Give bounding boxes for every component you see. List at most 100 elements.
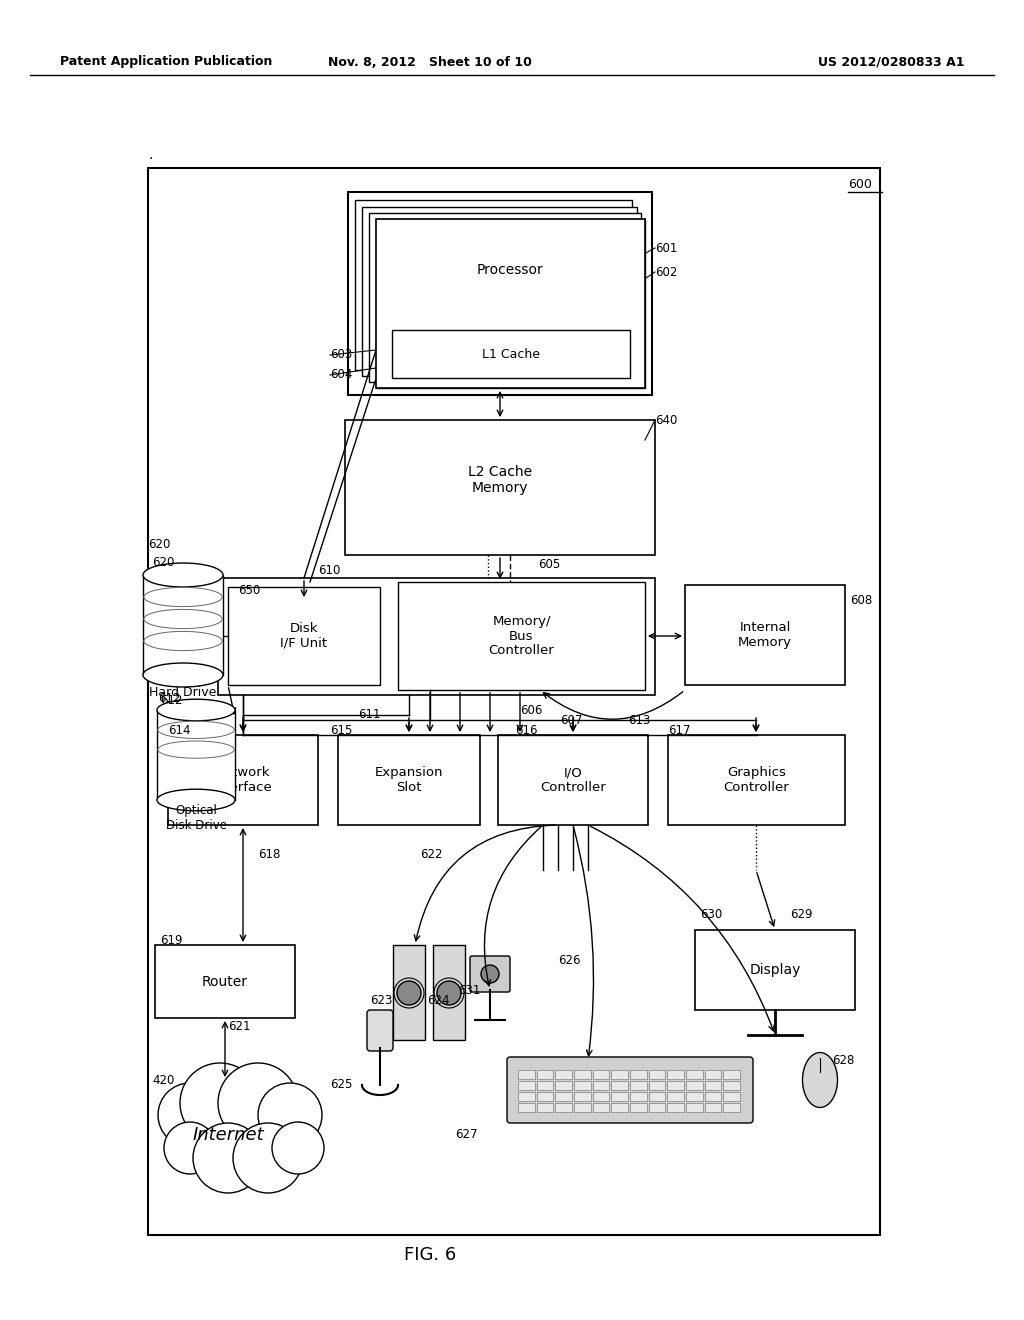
FancyBboxPatch shape	[537, 1081, 553, 1090]
Text: 640: 640	[655, 413, 677, 426]
Text: 618: 618	[258, 849, 281, 862]
Text: 605: 605	[538, 558, 560, 572]
Text: Router: Router	[202, 975, 248, 989]
FancyBboxPatch shape	[593, 1081, 609, 1090]
Text: 613: 613	[628, 714, 650, 726]
Text: 604: 604	[330, 368, 352, 381]
FancyBboxPatch shape	[376, 219, 645, 388]
FancyBboxPatch shape	[686, 1081, 702, 1090]
FancyBboxPatch shape	[168, 735, 318, 825]
FancyBboxPatch shape	[668, 1071, 684, 1078]
Text: 600: 600	[848, 178, 871, 191]
Circle shape	[164, 1122, 216, 1173]
Text: 602: 602	[655, 265, 677, 279]
Text: 619: 619	[160, 933, 182, 946]
Text: 620: 620	[152, 557, 174, 569]
Text: Nov. 8, 2012   Sheet 10 of 10: Nov. 8, 2012 Sheet 10 of 10	[328, 55, 531, 69]
Text: Internal
Memory: Internal Memory	[738, 620, 792, 649]
FancyBboxPatch shape	[648, 1104, 666, 1111]
Text: 629: 629	[790, 908, 812, 921]
Circle shape	[233, 1123, 303, 1193]
FancyBboxPatch shape	[555, 1092, 572, 1101]
FancyBboxPatch shape	[537, 1092, 553, 1101]
Text: L1 Cache: L1 Cache	[482, 347, 540, 360]
FancyBboxPatch shape	[686, 1092, 702, 1101]
Text: 630: 630	[700, 908, 722, 921]
Text: I/O
Controller: I/O Controller	[540, 766, 606, 795]
FancyBboxPatch shape	[648, 1081, 666, 1090]
FancyBboxPatch shape	[393, 945, 425, 1040]
Text: 621: 621	[228, 1019, 251, 1032]
FancyBboxPatch shape	[398, 582, 645, 690]
Circle shape	[481, 965, 499, 983]
FancyBboxPatch shape	[367, 1010, 393, 1051]
Ellipse shape	[143, 564, 223, 587]
FancyBboxPatch shape	[148, 168, 880, 1236]
Text: 420: 420	[152, 1073, 174, 1086]
Ellipse shape	[157, 700, 234, 721]
Text: 623: 623	[370, 994, 392, 1006]
FancyBboxPatch shape	[555, 1104, 572, 1111]
FancyBboxPatch shape	[630, 1092, 647, 1101]
FancyBboxPatch shape	[518, 1092, 535, 1101]
Circle shape	[180, 1063, 260, 1143]
Text: 612: 612	[158, 692, 180, 705]
FancyBboxPatch shape	[574, 1092, 591, 1101]
FancyBboxPatch shape	[218, 578, 655, 696]
Text: 612: 612	[160, 693, 182, 706]
FancyBboxPatch shape	[648, 1092, 666, 1101]
FancyBboxPatch shape	[470, 956, 510, 993]
FancyBboxPatch shape	[157, 710, 234, 800]
Text: 626: 626	[558, 953, 581, 966]
FancyBboxPatch shape	[574, 1071, 591, 1078]
Text: 624: 624	[427, 994, 450, 1006]
FancyBboxPatch shape	[686, 1104, 702, 1111]
FancyBboxPatch shape	[668, 735, 845, 825]
FancyBboxPatch shape	[611, 1104, 628, 1111]
Text: Display: Display	[750, 964, 801, 977]
Text: Expansion
Slot: Expansion Slot	[375, 766, 443, 795]
FancyBboxPatch shape	[723, 1071, 740, 1078]
FancyBboxPatch shape	[155, 945, 295, 1018]
FancyBboxPatch shape	[518, 1104, 535, 1111]
FancyBboxPatch shape	[668, 1092, 684, 1101]
FancyBboxPatch shape	[507, 1057, 753, 1123]
Text: 650: 650	[238, 583, 260, 597]
Text: 631: 631	[458, 983, 480, 997]
Text: .: .	[148, 148, 153, 162]
Text: 610: 610	[318, 564, 340, 577]
Text: Optical
Disk Drive: Optical Disk Drive	[166, 804, 226, 832]
FancyBboxPatch shape	[593, 1104, 609, 1111]
Text: 628: 628	[831, 1053, 854, 1067]
Text: 615: 615	[330, 723, 352, 737]
FancyBboxPatch shape	[630, 1081, 647, 1090]
Text: 616: 616	[515, 723, 538, 737]
FancyBboxPatch shape	[362, 207, 637, 376]
FancyBboxPatch shape	[668, 1081, 684, 1090]
Text: 607: 607	[560, 714, 583, 726]
FancyBboxPatch shape	[723, 1081, 740, 1090]
Text: 614: 614	[168, 723, 190, 737]
FancyBboxPatch shape	[143, 576, 223, 675]
FancyBboxPatch shape	[392, 330, 630, 378]
Text: Processor: Processor	[477, 263, 544, 277]
FancyBboxPatch shape	[593, 1092, 609, 1101]
FancyBboxPatch shape	[668, 1104, 684, 1111]
Text: 617: 617	[668, 723, 690, 737]
Text: 601: 601	[655, 242, 677, 255]
FancyBboxPatch shape	[574, 1104, 591, 1111]
FancyBboxPatch shape	[433, 945, 465, 1040]
FancyBboxPatch shape	[555, 1081, 572, 1090]
FancyBboxPatch shape	[723, 1092, 740, 1101]
Text: US 2012/0280833 A1: US 2012/0280833 A1	[818, 55, 965, 69]
Ellipse shape	[143, 663, 223, 686]
FancyBboxPatch shape	[705, 1104, 721, 1111]
Circle shape	[258, 1082, 322, 1147]
FancyBboxPatch shape	[686, 1071, 702, 1078]
FancyBboxPatch shape	[369, 213, 641, 381]
FancyBboxPatch shape	[695, 931, 855, 1010]
FancyBboxPatch shape	[537, 1071, 553, 1078]
FancyBboxPatch shape	[498, 735, 648, 825]
FancyBboxPatch shape	[648, 1071, 666, 1078]
Text: Memory/
Bus
Controller: Memory/ Bus Controller	[488, 615, 554, 657]
